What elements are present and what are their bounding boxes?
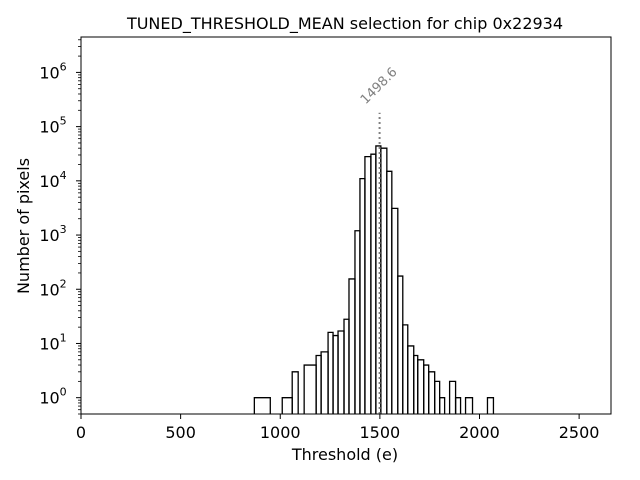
histogram-bin-20 [391, 207, 399, 414]
histogram-bin-0 [253, 397, 271, 414]
histogram-bin-16 [370, 153, 377, 414]
y-tick-label: 104 [39, 169, 66, 191]
histogram-bin-7 [320, 351, 329, 414]
histogram-bin-8 [327, 331, 334, 414]
plot-area: 1498.6 0 500 1000 1500 2000 2500 100 101 102 103 10… [39, 36, 612, 442]
y-tick-label: 102 [39, 277, 66, 299]
histogram-bin-36 [486, 397, 495, 414]
histogram-bin-31 [448, 380, 457, 414]
histogram-bin-14 [359, 177, 366, 414]
histogram-bin-2 [281, 397, 293, 414]
x-tick-label: 1000 [260, 423, 301, 442]
y-tick-label: 106 [39, 60, 66, 82]
histogram-bin-21 [397, 275, 404, 414]
histogram-bin-23 [407, 345, 415, 414]
x-tick-label: 2500 [559, 423, 600, 442]
axes-frame [80, 36, 612, 415]
histogram-bin-13 [354, 230, 361, 414]
y-tick-label: 101 [39, 331, 66, 353]
histogram-bin-12 [348, 278, 356, 414]
y-tick-label: 100 [39, 386, 66, 408]
histogram-bin-28 [434, 380, 441, 414]
histogram-bin-5 [303, 364, 317, 414]
histogram-bin-11 [343, 318, 350, 414]
mean-marker-label: 1498.6 [358, 65, 401, 108]
x-tick-label: 1500 [360, 423, 401, 442]
histogram-bin-18 [380, 147, 388, 414]
x-axis-label: Threshold (e) [291, 445, 398, 464]
histogram-bin-19 [386, 170, 393, 414]
x-tick-label: 0 [76, 423, 86, 442]
histogram-bin-6 [315, 354, 322, 414]
histogram-bin-22 [402, 324, 409, 414]
histogram-bin-10 [337, 330, 345, 414]
histogram-bin-34 [464, 397, 474, 414]
histogram-bin-29 [438, 397, 446, 414]
histogram-bin-32 [454, 397, 462, 414]
y-tick-label: 103 [39, 223, 66, 245]
chart-title: TUNED_THRESHOLD_MEAN selection for chip … [126, 14, 563, 34]
x-tick-label: 500 [165, 423, 196, 442]
histogram-bin-25 [417, 359, 425, 414]
x-tick-label: 2000 [459, 423, 500, 442]
y-tick-label: 105 [39, 115, 66, 137]
histogram-bin-27 [428, 371, 436, 414]
histogram-bin-26 [423, 364, 430, 414]
histogram-bin-9 [332, 334, 339, 414]
histogram-bin-15 [364, 155, 372, 414]
y-axis-label: Number of pixels [14, 158, 33, 294]
histogram-bin-3 [291, 371, 299, 414]
